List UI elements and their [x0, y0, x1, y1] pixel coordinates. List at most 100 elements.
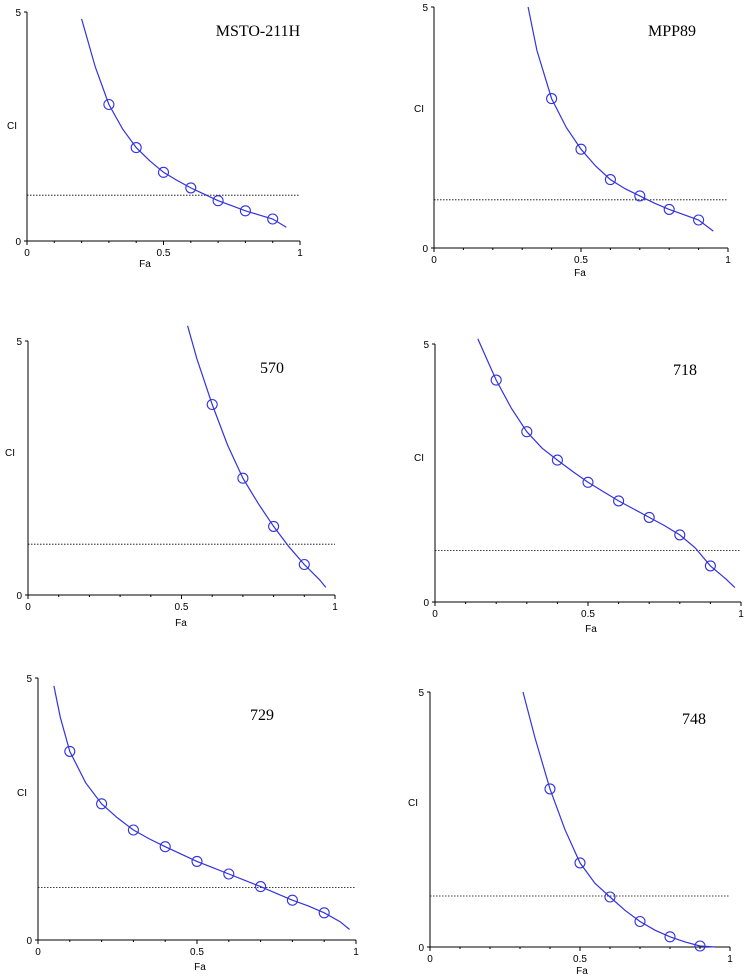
x-tick-label: 0: [35, 947, 41, 958]
y-tick-label: 0: [26, 936, 32, 947]
y-axis-title: CI: [17, 788, 27, 799]
y-tick-label: 0: [15, 237, 21, 248]
x-tick-label: 1: [332, 602, 338, 613]
fitted-curve: [81, 18, 287, 228]
data-point: [634, 190, 646, 202]
x-axis-title: Fa: [194, 962, 206, 973]
x-tick-label: 0.5: [157, 248, 171, 259]
data-point: [551, 454, 563, 466]
data-point: [575, 143, 587, 155]
y-tick-label: 0: [422, 244, 428, 255]
y-axis-title: CI: [7, 121, 17, 132]
data-point: [103, 98, 115, 111]
data-point: [574, 857, 586, 869]
data-point: [664, 931, 676, 943]
y-tick-label: 5: [26, 674, 32, 685]
y-tick-label: 0: [418, 943, 424, 954]
chart-panel-5: 0 0.5 1 0 5 Fa CI 729: [17, 674, 359, 973]
data-point: [96, 798, 108, 810]
x-tick-label: 0: [432, 609, 438, 620]
fitted-curve: [527, 6, 714, 232]
data-point: [237, 472, 249, 484]
y-tick-label: 5: [16, 337, 22, 348]
panel-title: MSTO-211H: [216, 23, 301, 40]
panel-title: 570: [260, 360, 284, 377]
x-tick-label: 0: [427, 954, 433, 965]
x-tick-label: 1: [353, 947, 359, 958]
data-point: [191, 855, 203, 867]
x-tick-label: 0.5: [175, 602, 189, 613]
data-point: [613, 495, 625, 507]
x-tick-label: 1: [297, 248, 303, 259]
data-point: [634, 915, 646, 928]
data-point: [693, 214, 705, 226]
x-tick-label: 0: [25, 602, 31, 613]
y-tick-label: 0: [423, 598, 429, 609]
x-tick-label: 1: [725, 255, 731, 266]
data-point: [267, 213, 279, 225]
x-tick-label: 0.5: [190, 947, 204, 958]
data-point: [268, 520, 280, 532]
data-point: [694, 940, 706, 952]
fitted-curve: [477, 338, 736, 589]
chart-panel-6: 0 0.5 1 0 5 Fa CI 748: [408, 688, 733, 977]
x-axis-title: Fa: [574, 268, 586, 279]
chart-panel-3: 0 0.5 1 0 5 Fa CI 570: [5, 325, 338, 629]
data-point: [544, 783, 556, 795]
y-tick-label: 5: [418, 688, 424, 699]
data-point: [157, 166, 170, 178]
data-point: [159, 841, 171, 853]
data-point: [239, 205, 251, 217]
data-point: [255, 881, 267, 893]
y-tick-label: 5: [15, 8, 21, 19]
data-point: [604, 174, 616, 186]
data-point: [212, 195, 224, 207]
data-point: [298, 558, 310, 571]
x-tick-label: 0.5: [573, 954, 587, 965]
data-point: [206, 398, 218, 411]
x-tick-label: 1: [738, 609, 744, 620]
fitted-curve: [187, 325, 327, 588]
y-tick-label: 0: [16, 591, 22, 602]
y-axis-title: CI: [414, 104, 424, 115]
x-axis-title: Fa: [175, 618, 187, 629]
chart-panel-1: 0 0.5 1 0 5 Fa CI MSTO-211H: [7, 8, 303, 270]
data-point: [582, 476, 594, 488]
x-axis-title: Fa: [585, 624, 597, 635]
y-axis-title: CI: [5, 448, 15, 459]
panel-title: 748: [682, 711, 706, 728]
x-tick-label: 0.5: [574, 255, 588, 266]
data-point: [704, 560, 716, 572]
x-axis-title: Fa: [139, 259, 151, 270]
data-point: [643, 511, 655, 523]
data-point: [604, 891, 616, 903]
chart-panel-2: 0 0.5 1 0 5 Fa CI MPP89: [414, 3, 731, 279]
x-axis-title: Fa: [576, 966, 588, 977]
y-tick-label: 5: [422, 3, 428, 14]
panel-title: 718: [673, 362, 697, 379]
data-point: [64, 745, 76, 757]
y-axis-title: CI: [414, 453, 424, 464]
x-tick-label: 0.5: [581, 609, 595, 620]
x-tick-label: 0: [431, 255, 437, 266]
y-tick-label: 5: [423, 340, 429, 351]
panel-title: MPP89: [648, 23, 696, 40]
data-point: [185, 182, 197, 194]
data-point: [521, 426, 533, 438]
data-point: [130, 142, 142, 154]
data-point: [127, 824, 139, 836]
data-point: [286, 894, 298, 906]
data-point: [546, 93, 558, 105]
fitted-curve: [53, 685, 350, 930]
data-point: [318, 907, 330, 919]
y-axis-title: CI: [408, 798, 418, 809]
panel-title: 729: [250, 707, 274, 724]
x-tick-label: 1: [727, 954, 733, 965]
data-point: [223, 868, 235, 880]
x-tick-label: 0: [24, 248, 30, 259]
data-point: [490, 374, 502, 386]
fitted-curve: [522, 691, 716, 948]
data-point: [663, 203, 675, 215]
